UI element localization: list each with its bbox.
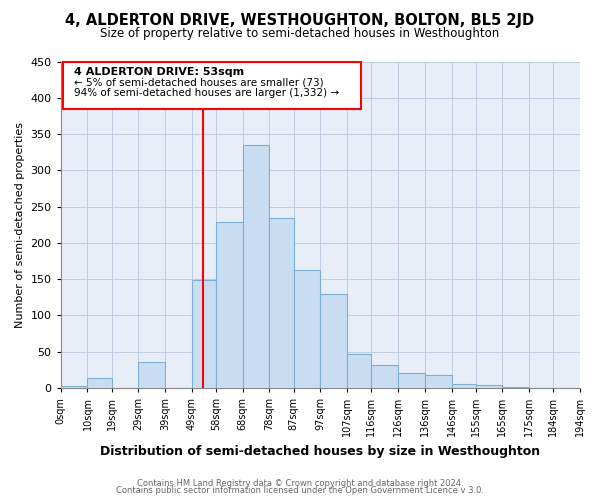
Bar bbox=[192, 280, 216, 388]
Bar bbox=[425, 374, 452, 388]
FancyBboxPatch shape bbox=[64, 62, 361, 108]
Bar bbox=[452, 384, 476, 388]
Bar bbox=[139, 362, 165, 388]
Y-axis label: Number of semi-detached properties: Number of semi-detached properties bbox=[15, 122, 25, 328]
Bar bbox=[371, 364, 398, 388]
Text: Size of property relative to semi-detached houses in Westhoughton: Size of property relative to semi-detach… bbox=[100, 28, 500, 40]
X-axis label: Distribution of semi-detached houses by size in Westhoughton: Distribution of semi-detached houses by … bbox=[100, 444, 541, 458]
Bar bbox=[269, 218, 293, 388]
Bar bbox=[293, 270, 320, 388]
Text: 4, ALDERTON DRIVE, WESTHOUGHTON, BOLTON, BL5 2JD: 4, ALDERTON DRIVE, WESTHOUGHTON, BOLTON,… bbox=[65, 12, 535, 28]
Bar bbox=[476, 385, 502, 388]
Bar bbox=[502, 387, 529, 388]
Bar bbox=[61, 386, 88, 388]
Bar bbox=[347, 354, 371, 388]
Text: Contains HM Land Registry data © Crown copyright and database right 2024.: Contains HM Land Registry data © Crown c… bbox=[137, 478, 463, 488]
Bar bbox=[398, 372, 425, 388]
Bar bbox=[243, 145, 269, 388]
Bar bbox=[320, 294, 347, 388]
Text: 94% of semi-detached houses are larger (1,332) →: 94% of semi-detached houses are larger (… bbox=[74, 88, 339, 99]
Bar bbox=[88, 378, 112, 388]
Bar bbox=[216, 222, 243, 388]
Text: Contains public sector information licensed under the Open Government Licence v : Contains public sector information licen… bbox=[116, 486, 484, 495]
Text: ← 5% of semi-detached houses are smaller (73): ← 5% of semi-detached houses are smaller… bbox=[74, 78, 324, 88]
Text: 4 ALDERTON DRIVE: 53sqm: 4 ALDERTON DRIVE: 53sqm bbox=[74, 66, 244, 76]
